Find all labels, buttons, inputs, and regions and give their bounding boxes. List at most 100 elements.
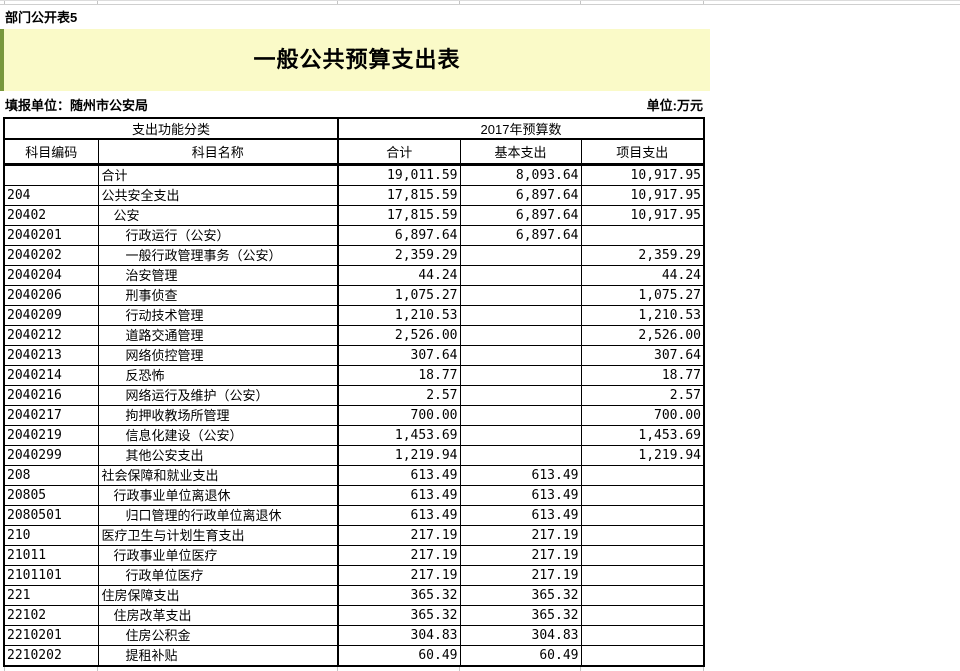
- cell-project[interactable]: [580, 604, 705, 626]
- cell-total[interactable]: 1,075.27: [337, 284, 461, 306]
- cell-name[interactable]: 拘押收教场所管理: [97, 404, 339, 426]
- cell-name[interactable]: 刑事侦查: [97, 284, 339, 306]
- cell-total[interactable]: 19,011.59: [337, 163, 461, 186]
- column-header-total[interactable]: 合计: [337, 138, 461, 166]
- cell-code[interactable]: 2040219: [3, 424, 99, 446]
- cell-total[interactable]: 2,359.29: [337, 244, 461, 266]
- cell-name[interactable]: 信息化建设（公安）: [97, 424, 339, 446]
- cell-code[interactable]: 2040217: [3, 404, 99, 426]
- cell-basic[interactable]: 217.19: [459, 524, 582, 546]
- cell-total[interactable]: 304.83: [337, 624, 461, 646]
- cell-total[interactable]: 2,526.00: [337, 324, 461, 346]
- cell-code[interactable]: 2040204: [3, 264, 99, 286]
- cell-basic[interactable]: [459, 424, 582, 446]
- cell-total[interactable]: 18.77: [337, 364, 461, 386]
- column-header-project[interactable]: 项目支出: [580, 138, 705, 166]
- column-header-code[interactable]: 科目编码: [3, 138, 99, 166]
- cell-code[interactable]: 20402: [3, 204, 99, 226]
- cell-code[interactable]: 2040299: [3, 444, 99, 466]
- cell-code[interactable]: 208: [3, 464, 99, 486]
- cell-total[interactable]: 217.19: [337, 544, 461, 566]
- cell-total[interactable]: 44.24: [337, 264, 461, 286]
- cell-project[interactable]: 2,526.00: [580, 324, 705, 346]
- cell-total[interactable]: 1,453.69: [337, 424, 461, 446]
- cell-basic[interactable]: 60.49: [459, 644, 582, 666]
- cell-total[interactable]: 17,815.59: [337, 184, 461, 206]
- cell-basic[interactable]: [459, 404, 582, 426]
- cell-project[interactable]: 1,075.27: [580, 284, 705, 306]
- cell-name[interactable]: 行政事业单位医疗: [97, 544, 339, 566]
- cell-project[interactable]: [580, 584, 705, 606]
- cell-code[interactable]: [3, 163, 99, 186]
- cell-name[interactable]: 医疗卫生与计划生育支出: [97, 524, 339, 546]
- cell-code[interactable]: 2080501: [3, 504, 99, 526]
- cell-basic[interactable]: 8,093.64: [459, 163, 582, 186]
- cell-project[interactable]: 1,210.53: [580, 304, 705, 326]
- cell-name[interactable]: 社会保障和就业支出: [97, 464, 339, 486]
- cell-project[interactable]: 10,917.95: [580, 163, 705, 186]
- cell-name[interactable]: 公共安全支出: [97, 184, 339, 206]
- cell-basic[interactable]: 217.19: [459, 544, 582, 566]
- cell-basic[interactable]: [459, 304, 582, 326]
- cell-total[interactable]: 60.49: [337, 644, 461, 666]
- cell-total[interactable]: 217.19: [337, 564, 461, 586]
- cell-project[interactable]: 2.57: [580, 384, 705, 406]
- cell-project[interactable]: 700.00: [580, 404, 705, 426]
- cell-basic[interactable]: 613.49: [459, 504, 582, 526]
- cell-project[interactable]: [580, 504, 705, 526]
- cell-code[interactable]: 204: [3, 184, 99, 206]
- cell-total[interactable]: 217.19: [337, 524, 461, 546]
- cell-project[interactable]: 2,359.29: [580, 244, 705, 266]
- cell-name[interactable]: 行动技术管理: [97, 304, 339, 326]
- cell-basic[interactable]: 304.83: [459, 624, 582, 646]
- cell-project[interactable]: 307.64: [580, 344, 705, 366]
- cell-name[interactable]: 治安管理: [97, 264, 339, 286]
- column-header-name[interactable]: 科目名称: [97, 138, 339, 166]
- cell-basic[interactable]: 613.49: [459, 464, 582, 486]
- cell-name[interactable]: 行政单位医疗: [97, 564, 339, 586]
- cell-basic[interactable]: 6,897.64: [459, 204, 582, 226]
- cell-project[interactable]: 44.24: [580, 264, 705, 286]
- cell-project[interactable]: [580, 224, 705, 246]
- cell-total[interactable]: 1,210.53: [337, 304, 461, 326]
- cell-name[interactable]: 行政事业单位离退休: [97, 484, 339, 506]
- cell-code[interactable]: 2040213: [3, 344, 99, 366]
- cell-code[interactable]: 210: [3, 524, 99, 546]
- cell-name[interactable]: 住房改革支出: [97, 604, 339, 626]
- cell-project[interactable]: [580, 544, 705, 566]
- cell-code[interactable]: 2040212: [3, 324, 99, 346]
- cell-code[interactable]: 2040206: [3, 284, 99, 306]
- cell-basic[interactable]: 613.49: [459, 484, 582, 506]
- cell-name[interactable]: 行政运行（公安）: [97, 224, 339, 246]
- cell-total[interactable]: 613.49: [337, 484, 461, 506]
- cell-name[interactable]: 网络运行及维护（公安）: [97, 384, 339, 406]
- cell-project[interactable]: 10,917.95: [580, 204, 705, 226]
- cell-code[interactable]: 2040201: [3, 224, 99, 246]
- group-header-budget-2017[interactable]: 2017年预算数: [337, 117, 705, 140]
- cell-project[interactable]: [580, 484, 705, 506]
- cell-basic[interactable]: [459, 444, 582, 466]
- cell-code[interactable]: 2040216: [3, 384, 99, 406]
- cell-total[interactable]: 17,815.59: [337, 204, 461, 226]
- cell-total[interactable]: 613.49: [337, 504, 461, 526]
- cell-code[interactable]: 20805: [3, 484, 99, 506]
- cell-project[interactable]: [580, 524, 705, 546]
- cell-code[interactable]: 221: [3, 584, 99, 606]
- cell-total[interactable]: 365.32: [337, 604, 461, 626]
- cell-code[interactable]: 2040209: [3, 304, 99, 326]
- cell-project[interactable]: [580, 644, 705, 666]
- cell-name[interactable]: 住房公积金: [97, 624, 339, 646]
- group-header-function-class[interactable]: 支出功能分类: [3, 117, 339, 140]
- cell-basic[interactable]: [459, 364, 582, 386]
- cell-basic[interactable]: [459, 324, 582, 346]
- cell-code[interactable]: 2040202: [3, 244, 99, 266]
- cell-basic[interactable]: [459, 384, 582, 406]
- cell-project[interactable]: 1,453.69: [580, 424, 705, 446]
- cell-project[interactable]: [580, 464, 705, 486]
- cell-total[interactable]: 700.00: [337, 404, 461, 426]
- cell-name[interactable]: 其他公安支出: [97, 444, 339, 466]
- cell-code[interactable]: 2210202: [3, 644, 99, 666]
- cell-name[interactable]: 一般行政管理事务（公安）: [97, 244, 339, 266]
- cell-name[interactable]: 反恐怖: [97, 364, 339, 386]
- cell-total[interactable]: 613.49: [337, 464, 461, 486]
